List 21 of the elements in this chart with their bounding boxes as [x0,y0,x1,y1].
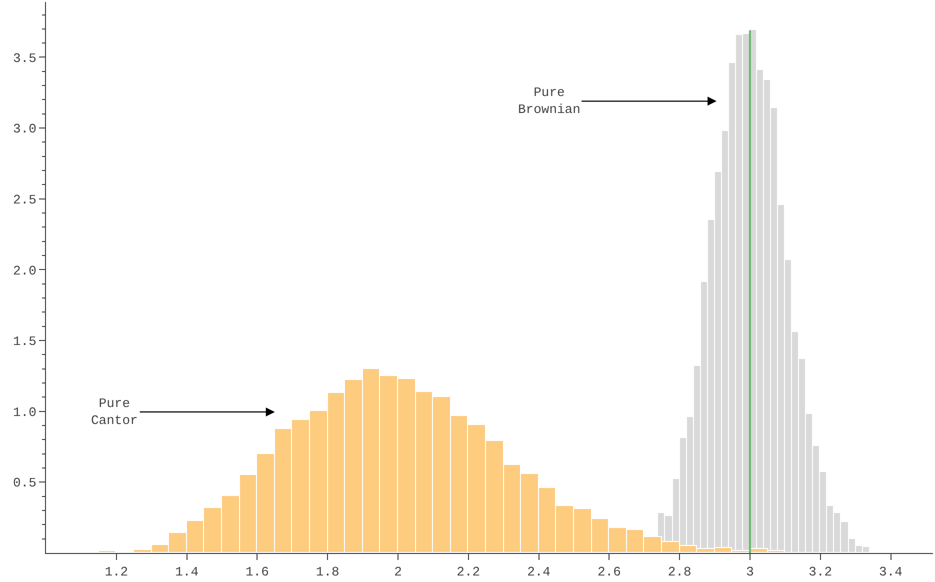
annotation: Pure Cantor [91,396,138,428]
x-tick-label: 2.4 [527,564,551,580]
y-tick-label: 3.5 [12,50,36,66]
x-tick-label: 3.2 [808,564,832,580]
y-tick-label: 1.5 [12,334,36,350]
y-tick-label: 0.5 [12,476,36,491]
x-tick-label: 1.4 [175,564,199,580]
x-tick-label: 1.6 [245,564,269,580]
x-tick-label: 1.8 [316,564,340,580]
x-tick-label: 3.4 [879,564,903,580]
x-tick-label: 2.6 [597,564,621,580]
y-tick-label: 2.5 [12,192,36,208]
annotation: Pure Brownian [518,85,580,117]
x-tick-label: 2.8 [668,564,692,580]
y-tick-label: 3.0 [12,122,36,137]
y-tick-label: 2.0 [12,263,36,278]
y-tick-label: 1.0 [12,404,36,420]
x-tick-label: 1.2 [104,564,128,580]
x-tick-label: 2.2 [456,564,480,580]
x-tick-label: 3 [746,564,754,580]
x-tick-label: 2 [394,564,402,580]
